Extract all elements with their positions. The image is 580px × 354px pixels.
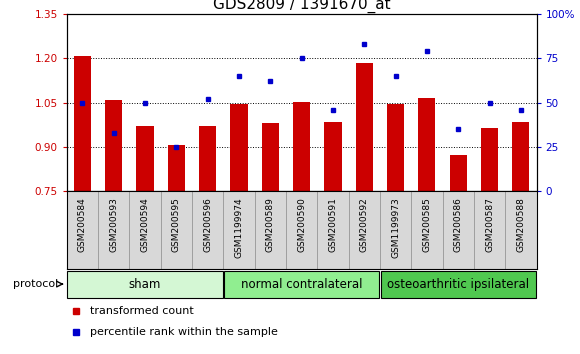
Text: GSM200593: GSM200593	[109, 198, 118, 252]
Text: osteoarthritic ipsilateral: osteoarthritic ipsilateral	[387, 278, 530, 291]
Bar	[450, 155, 467, 191]
Title: GDS2809 / 1391670_at: GDS2809 / 1391670_at	[213, 0, 390, 13]
FancyBboxPatch shape	[224, 270, 379, 298]
Text: GSM1199974: GSM1199974	[234, 198, 244, 258]
Text: normal contralateral: normal contralateral	[241, 278, 362, 291]
Bar	[512, 122, 530, 191]
Bar	[418, 98, 436, 191]
Text: percentile rank within the sample: percentile rank within the sample	[90, 327, 278, 337]
Bar	[168, 145, 185, 191]
Bar	[105, 100, 122, 191]
Text: GSM1199973: GSM1199973	[391, 198, 400, 258]
Bar	[324, 122, 342, 191]
Text: GSM200584: GSM200584	[78, 198, 87, 252]
Text: GSM200591: GSM200591	[328, 198, 338, 252]
Text: GSM200595: GSM200595	[172, 198, 181, 252]
Bar	[356, 63, 373, 191]
Text: GSM200587: GSM200587	[485, 198, 494, 252]
Text: GSM200590: GSM200590	[297, 198, 306, 252]
Bar	[230, 104, 248, 191]
Text: transformed count: transformed count	[90, 306, 194, 316]
Text: GSM200589: GSM200589	[266, 198, 275, 252]
Text: GSM200585: GSM200585	[422, 198, 432, 252]
Text: sham: sham	[129, 278, 161, 291]
FancyBboxPatch shape	[380, 270, 536, 298]
Bar	[481, 128, 498, 191]
Bar	[387, 104, 404, 191]
Text: GSM200588: GSM200588	[516, 198, 525, 252]
Text: GSM200596: GSM200596	[203, 198, 212, 252]
FancyBboxPatch shape	[67, 270, 223, 298]
Text: GSM200592: GSM200592	[360, 198, 369, 252]
Text: GSM200586: GSM200586	[454, 198, 463, 252]
Bar	[199, 126, 216, 191]
Text: GSM200594: GSM200594	[140, 198, 150, 252]
Bar	[74, 56, 91, 191]
Bar	[293, 102, 310, 191]
Bar	[136, 126, 154, 191]
Bar	[262, 123, 279, 191]
Text: protocol: protocol	[13, 279, 58, 289]
